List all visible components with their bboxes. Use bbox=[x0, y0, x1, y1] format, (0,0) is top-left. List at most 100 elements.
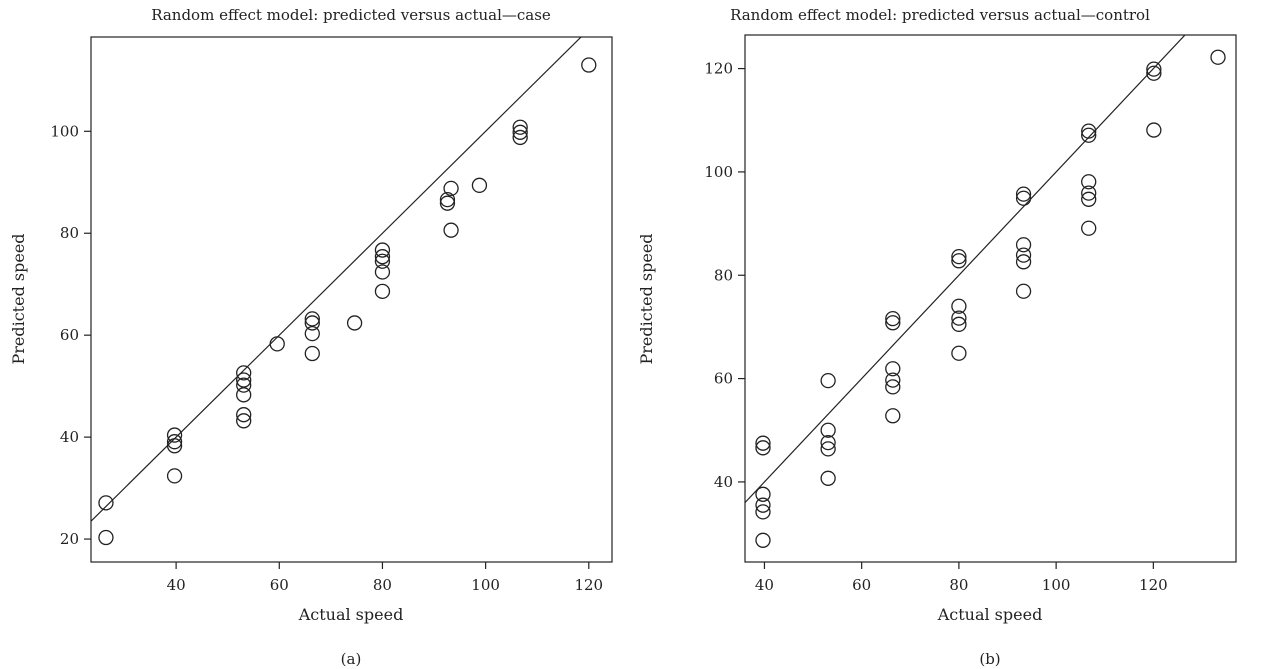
data-point bbox=[1081, 127, 1097, 143]
panel-caption: (a) bbox=[341, 650, 362, 668]
data-point bbox=[951, 253, 967, 269]
data-point bbox=[374, 264, 391, 280]
y-tick-label: 100 bbox=[50, 122, 79, 140]
y-tick-label: 80 bbox=[714, 266, 733, 284]
data-point bbox=[755, 440, 771, 456]
data-point bbox=[166, 468, 183, 484]
data-point bbox=[1015, 190, 1032, 206]
plot-frame bbox=[744, 34, 1237, 563]
data-point bbox=[951, 316, 967, 332]
x-tick-label: 100 bbox=[1042, 576, 1071, 594]
x-tick-label: 40 bbox=[167, 576, 186, 594]
data-point bbox=[439, 191, 456, 208]
data-point bbox=[951, 345, 967, 361]
data-point bbox=[885, 315, 901, 331]
data-point bbox=[236, 413, 252, 429]
data-point bbox=[269, 336, 285, 352]
data-point bbox=[1146, 65, 1162, 81]
data-point bbox=[885, 310, 901, 327]
data-point bbox=[1015, 283, 1032, 299]
y-axis-label: Predicted speed bbox=[9, 233, 28, 364]
x-tick-label: 60 bbox=[852, 576, 871, 594]
data-point bbox=[1015, 247, 1032, 263]
data-point bbox=[374, 242, 391, 258]
data-point bbox=[439, 195, 456, 211]
data-point bbox=[820, 372, 836, 389]
data-point bbox=[885, 379, 901, 395]
data-point bbox=[951, 298, 967, 314]
data-point bbox=[443, 180, 459, 197]
reference-line bbox=[91, 37, 582, 522]
data-point bbox=[1146, 122, 1162, 138]
data-point bbox=[443, 222, 459, 238]
chart-title: Random effect model: predicted versus ac… bbox=[730, 6, 1150, 24]
plot-frame bbox=[90, 36, 613, 563]
y-tick-label: 40 bbox=[60, 428, 79, 446]
data-point bbox=[166, 427, 183, 443]
panel-control: Random effect model: predicted versus ac… bbox=[637, 6, 1237, 668]
data-point bbox=[820, 422, 836, 438]
x-axis-label: Actual speed bbox=[937, 605, 1043, 624]
x-tick-label: 60 bbox=[270, 576, 289, 594]
data-point bbox=[820, 434, 836, 451]
data-point bbox=[512, 124, 528, 140]
data-point bbox=[820, 470, 836, 486]
data-point bbox=[471, 177, 488, 193]
data-point bbox=[1146, 61, 1162, 77]
data-point bbox=[885, 372, 901, 388]
data-point bbox=[755, 497, 771, 513]
data-point bbox=[1015, 237, 1032, 253]
data-point bbox=[1081, 174, 1097, 190]
data-point bbox=[1081, 220, 1097, 236]
data-point bbox=[885, 361, 901, 377]
data-point bbox=[755, 486, 771, 502]
data-point bbox=[236, 372, 252, 388]
y-axis-label: Predicted speed bbox=[637, 233, 656, 364]
reference-line bbox=[745, 35, 1186, 503]
chart-title: Random effect model: predicted versus ac… bbox=[151, 6, 551, 24]
data-point bbox=[236, 377, 252, 393]
panel-caption: (b) bbox=[979, 650, 1000, 668]
data-point bbox=[236, 387, 252, 403]
data-point bbox=[1081, 185, 1097, 201]
data-point bbox=[98, 529, 114, 546]
panel-case: Random effect model: predicted versus ac… bbox=[9, 6, 613, 668]
data-point bbox=[755, 504, 771, 520]
data-point bbox=[236, 365, 252, 381]
data-point bbox=[512, 119, 528, 135]
data-point bbox=[1015, 254, 1032, 270]
data-point bbox=[1081, 191, 1097, 207]
data-point bbox=[304, 326, 320, 342]
x-axis-label: Actual speed bbox=[298, 605, 404, 624]
data-point bbox=[1081, 123, 1097, 139]
y-tick-label: 60 bbox=[60, 326, 79, 344]
data-point bbox=[166, 438, 183, 454]
y-tick-label: 60 bbox=[714, 370, 733, 388]
x-tick-label: 120 bbox=[1139, 576, 1168, 594]
data-point bbox=[304, 311, 320, 327]
y-tick-label: 100 bbox=[704, 163, 733, 181]
y-tick-label: 20 bbox=[60, 530, 79, 548]
y-tick-label: 40 bbox=[714, 473, 733, 491]
data-point bbox=[304, 315, 320, 331]
data-point bbox=[374, 283, 391, 299]
x-tick-label: 80 bbox=[373, 576, 392, 594]
y-tick-label: 120 bbox=[704, 60, 733, 78]
data-point bbox=[1015, 186, 1032, 202]
data-point bbox=[581, 57, 597, 73]
x-tick-label: 100 bbox=[471, 576, 500, 594]
data-point bbox=[98, 495, 114, 511]
x-tick-label: 120 bbox=[574, 576, 603, 594]
x-tick-label: 80 bbox=[949, 576, 968, 594]
data-point bbox=[374, 253, 391, 269]
data-point bbox=[755, 532, 771, 548]
data-point bbox=[512, 129, 528, 146]
data-point bbox=[166, 434, 183, 450]
data-point bbox=[820, 441, 836, 457]
data-point bbox=[885, 408, 901, 424]
data-point bbox=[346, 315, 363, 331]
data-point bbox=[374, 249, 391, 265]
data-point bbox=[951, 248, 967, 265]
data-point bbox=[304, 345, 320, 362]
